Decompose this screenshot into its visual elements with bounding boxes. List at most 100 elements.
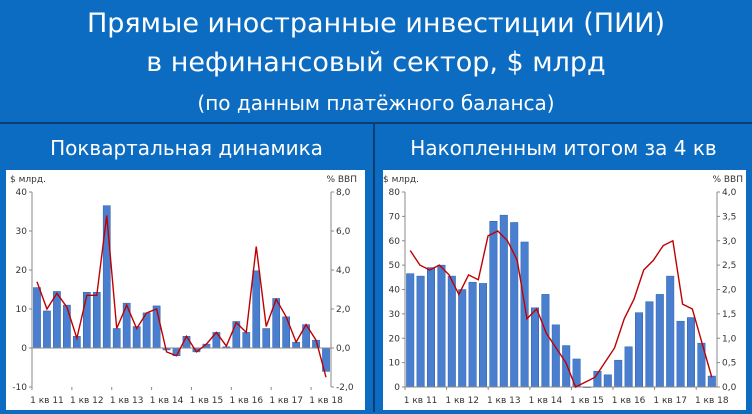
- left-axis-tick-label: 20: [389, 334, 401, 344]
- x-axis-tick-label: 1 кв 11: [30, 396, 64, 406]
- x-axis-tick-label: 1 кв 12: [70, 396, 104, 406]
- bar: [551, 324, 560, 388]
- right-chart: $ млрд. % ВВП 0 10 20 30 40 50 60 70 80 0,0 0,5 1,0 1,…: [383, 175, 743, 406]
- right-axis-unit: % ВВП: [712, 175, 743, 185]
- main-title: Прямые иностранные инвестиции (ПИИ): [86, 8, 666, 39]
- bar: [262, 328, 271, 349]
- bar: [635, 312, 643, 388]
- bar: [624, 346, 633, 388]
- bar: [531, 307, 539, 388]
- x-axis-tick-label: 1 кв 14: [529, 396, 563, 406]
- main-title-line-2: в нефинансовый сектор, $ млрд: [146, 47, 606, 78]
- header: Прямые иностранные инвестиции (ПИИ) в не…: [0, 0, 752, 122]
- bar: [142, 312, 151, 349]
- x-axis-tick-label: 1 кв 11: [404, 396, 438, 406]
- right-axis-tick-label: 1,5: [722, 310, 736, 320]
- right-axis-tick-label: -2,0: [336, 383, 354, 393]
- bar: [468, 281, 477, 388]
- bar: [687, 317, 696, 388]
- panel-divider: [373, 124, 375, 412]
- header-divider: [0, 122, 752, 124]
- right-chart-box: $ млрд. % ВВП 0 10 20 30 40 50 60 70 80 0,0 0,5 1,0 1,…: [383, 170, 746, 410]
- x-axis-tick-label: 1 кв 15: [570, 396, 604, 406]
- right-axis-tick-label: 2,0: [722, 286, 737, 296]
- bar: [458, 289, 467, 388]
- bar: [614, 359, 623, 388]
- x-axis-tick-label: 1 кв 13: [487, 396, 521, 406]
- bar: [252, 270, 261, 349]
- left-axis-tick-label: -10: [12, 383, 27, 393]
- x-axis-tick-label: 1 кв 18: [309, 396, 343, 406]
- left-chart-box: $ млрд. % ВВП -10 0 10 20 30 40 -2,0 0,0 2,0 4,0 6,0…: [6, 170, 365, 410]
- left-axis-tick-label: 40: [16, 188, 28, 198]
- bar: [666, 275, 675, 388]
- bar: [102, 205, 111, 349]
- left-axis-tick-label: 10: [389, 359, 401, 369]
- bar: [645, 301, 654, 388]
- bar: [112, 328, 121, 349]
- left-axis-tick-label: 0: [21, 344, 27, 354]
- left-axis-tick-label: 80: [389, 188, 401, 198]
- x-axis-tick-label: 1 кв 18: [695, 396, 729, 406]
- right-axis-tick-label: 2,5: [722, 261, 736, 271]
- bar: [427, 267, 435, 388]
- right-axis-tick-label: 2,0: [336, 305, 351, 315]
- bar: [63, 304, 71, 349]
- x-axis-tick-label: 1 кв 16: [229, 396, 263, 406]
- bar: [707, 375, 716, 388]
- bar: [242, 332, 251, 349]
- bar: [541, 294, 550, 388]
- bar: [437, 264, 446, 388]
- bar: [447, 275, 456, 388]
- left-axis-tick-label: 20: [16, 266, 28, 276]
- bar: [152, 305, 161, 349]
- left-axis-tick-label: 0: [394, 383, 400, 393]
- right-axis-tick-label: 0,0: [722, 383, 737, 393]
- x-axis-tick-label: 1 кв 13: [110, 396, 144, 406]
- left-axis-tick-label: 60: [389, 237, 401, 247]
- right-axis-tick-label: 3,0: [722, 237, 737, 247]
- main-subtitle: (по данным платёжного баланса): [197, 91, 555, 115]
- left-axis-tick-label: 10: [16, 305, 28, 315]
- bar: [43, 310, 51, 349]
- bar: [479, 283, 488, 388]
- bar: [510, 222, 519, 388]
- left-axis-tick-label: 40: [389, 286, 401, 296]
- right-axis-tick-label: 6,0: [336, 227, 351, 237]
- bar: [33, 287, 41, 349]
- right-axis-tick-label: 8,0: [336, 188, 351, 198]
- right-chart-title: Накопленным итогом за 4 кв: [410, 136, 717, 160]
- left-chart-title: Поквартальная динамика: [50, 136, 323, 160]
- right-axis-tick-label: 4,0: [722, 188, 737, 198]
- bar: [655, 294, 664, 388]
- gdp-share-line: [409, 230, 713, 388]
- left-axis-tick-label: 70: [389, 212, 401, 222]
- left-axis-unit: $ млрд.: [383, 175, 419, 185]
- left-axis-tick-label: 30: [389, 310, 401, 320]
- bar: [406, 273, 415, 388]
- bar: [489, 221, 498, 388]
- bar: [603, 374, 612, 388]
- x-axis-tick-label: 1 кв 17: [269, 396, 303, 406]
- right-axis-tick-label: 4,0: [336, 266, 351, 276]
- right-axis-tick-label: 3,5: [722, 212, 736, 222]
- bar: [53, 291, 61, 349]
- left-chart: $ млрд. % ВВП -10 0 10 20 30 40 -2,0 0,0 2,0 4,0 6,0…: [10, 175, 357, 406]
- x-axis-tick-label: 1 кв 14: [150, 396, 184, 406]
- bar: [416, 275, 425, 388]
- x-axis-tick-label: 1 кв 15: [190, 396, 224, 406]
- right-axis-tick-label: 1,0: [722, 334, 737, 344]
- x-axis-tick-label: 1 кв 17: [653, 396, 687, 406]
- x-axis-tick-label: 1 кв 16: [612, 396, 646, 406]
- left-axis-tick-label: 30: [16, 227, 28, 237]
- x-axis-tick-label: 1 кв 12: [445, 396, 479, 406]
- gdp-share-line: [36, 215, 327, 378]
- right-axis-tick-label: 0,0: [336, 344, 351, 354]
- bar: [82, 291, 91, 349]
- bar: [92, 291, 101, 349]
- bar: [499, 214, 508, 388]
- left-axis-tick-label: 50: [389, 261, 401, 271]
- right-axis-tick-label: 0,5: [722, 359, 736, 369]
- left-axis-unit: $ млрд.: [10, 175, 46, 185]
- bar: [520, 241, 529, 388]
